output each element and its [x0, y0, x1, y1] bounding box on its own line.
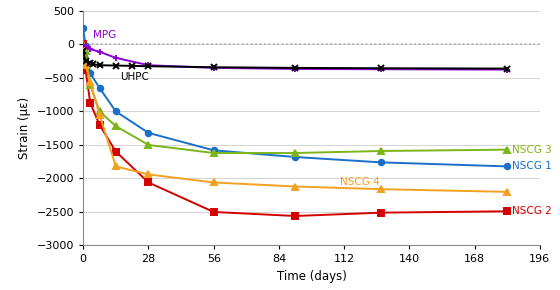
Text: MPG: MPG [92, 30, 116, 40]
X-axis label: Time (days): Time (days) [277, 270, 347, 283]
Text: UHPC: UHPC [120, 72, 150, 82]
Y-axis label: Strain (με): Strain (με) [18, 97, 31, 159]
Text: NSCG 3: NSCG 3 [512, 145, 552, 155]
Text: NSCG 2: NSCG 2 [512, 206, 552, 216]
Text: NSCG 4: NSCG 4 [339, 177, 379, 187]
Text: NSCG 1: NSCG 1 [512, 162, 552, 171]
